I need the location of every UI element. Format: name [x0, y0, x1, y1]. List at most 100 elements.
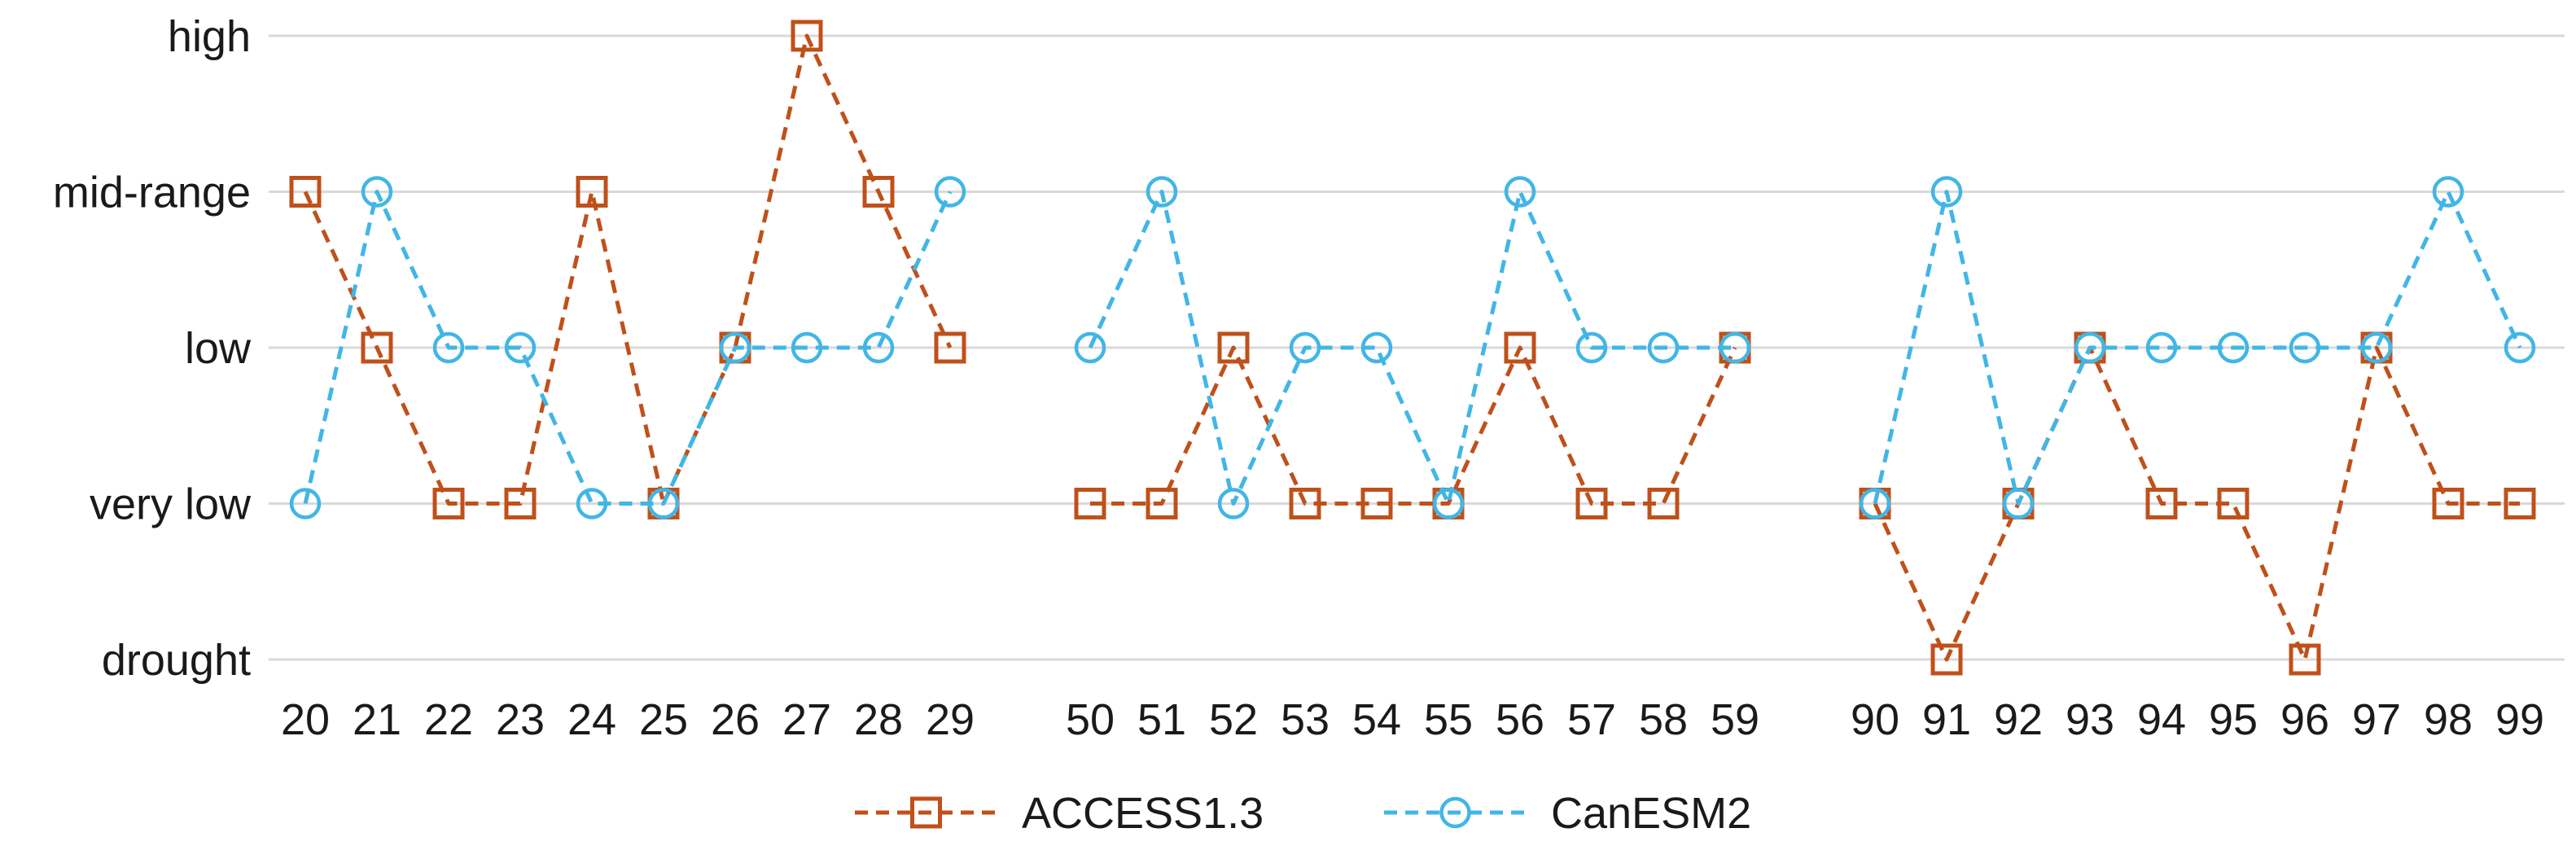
data-point-square [791, 20, 823, 52]
data-point-square [2145, 488, 2178, 519]
data-point-square [504, 488, 537, 519]
data-point-square [1146, 488, 1178, 519]
data-point-square [862, 176, 895, 208]
x-tick-label: 55 [1424, 695, 1473, 744]
x-tick-label: 27 [782, 695, 831, 744]
data-point-circle [1504, 176, 1536, 208]
data-point-circle [1859, 488, 1891, 519]
data-point-circle [934, 176, 966, 208]
x-tick-label: 52 [1209, 695, 1258, 744]
data-point-circle [719, 331, 751, 364]
x-tick-label: 96 [2280, 695, 2329, 744]
y-tick-label: low [185, 324, 252, 373]
data-point-square [1217, 331, 1250, 364]
data-point-circle [2002, 488, 2035, 519]
x-tick-label: 59 [1711, 695, 1759, 744]
x-tick-label: 28 [854, 695, 903, 744]
data-point-circle [2360, 331, 2393, 364]
data-point-circle [791, 331, 823, 364]
x-tick-label: 92 [1994, 695, 2043, 744]
x-tick-label: 99 [2495, 695, 2544, 744]
x-tick-label: 56 [1496, 695, 1544, 744]
legend-marker [910, 796, 942, 829]
x-axis-tick-labels: 20 21 22 23 24 25 26 27 28 29 50 51 52 53 54 55 56 57 58 59… [281, 695, 2544, 744]
data-point-circle [862, 331, 895, 364]
series-line-segment [303, 190, 953, 506]
data-point-square [1647, 488, 1680, 519]
series-line-segment [1873, 345, 2520, 662]
x-tick-label: 21 [353, 695, 401, 744]
data-point-circle [2504, 331, 2536, 364]
series-line-segment [1873, 190, 2522, 506]
x-tick-label: 29 [926, 695, 975, 744]
data-point-square [361, 331, 393, 364]
data-point-circle [1146, 176, 1178, 208]
data-point-circle [576, 488, 608, 519]
legend-item-access1-3: ACCESS1.3 [855, 789, 1264, 838]
data-point-circle [1360, 331, 1393, 364]
x-tick-label: 97 [2352, 695, 2401, 744]
data-point-square [576, 176, 608, 208]
data-point-circle [2074, 331, 2106, 364]
x-tick-label: 22 [424, 695, 473, 744]
data-point-circle [289, 488, 322, 519]
data-point-circle [2145, 331, 2178, 364]
data-point-square [1575, 488, 1608, 519]
data-point-square [1360, 488, 1393, 519]
legend-marker [1439, 796, 1471, 829]
data-point-square [432, 488, 465, 519]
data-point-circle [1647, 331, 1680, 364]
x-tick-label: 95 [2209, 695, 2258, 744]
data-point-square [1289, 488, 1321, 519]
data-point-circle [2432, 176, 2464, 208]
y-axis-tick-labels: drought very low low mid-range high [53, 12, 252, 685]
series-line-segment [1090, 345, 1737, 506]
legend-item-canesm2: CanESM2 [1384, 789, 1751, 838]
x-tick-label: 53 [1281, 695, 1330, 744]
data-point-circle [504, 331, 537, 364]
data-point-square [934, 331, 966, 364]
x-tick-label: 91 [1922, 695, 1971, 744]
data-point-circle [1719, 331, 1751, 364]
x-tick-label: 25 [639, 695, 688, 744]
series-canesm2 [289, 176, 2536, 519]
x-tick-label: 54 [1352, 695, 1401, 744]
legend-label: ACCESS1.3 [1022, 789, 1264, 838]
data-point-square [2217, 488, 2250, 519]
x-tick-label: 98 [2424, 695, 2473, 744]
data-point-circle [1074, 331, 1106, 364]
data-point-circle [361, 176, 393, 208]
data-point-square [289, 176, 322, 208]
data-point-square [2289, 643, 2321, 676]
x-tick-label: 50 [1066, 695, 1115, 744]
data-point-square [1074, 488, 1106, 519]
x-tick-label: 94 [2137, 695, 2186, 744]
data-point-square [1504, 331, 1536, 364]
series-line-segment [303, 33, 953, 506]
data-point-circle [2289, 331, 2321, 364]
data-point-circle [432, 331, 465, 364]
x-tick-label: 51 [1137, 695, 1186, 744]
y-tick-label: drought [102, 636, 251, 685]
x-tick-label: 57 [1567, 695, 1616, 744]
y-tick-label: mid-range [53, 169, 251, 217]
x-tick-label: 93 [2066, 695, 2114, 744]
data-point-circle [1432, 488, 1465, 519]
data-point-square [2504, 488, 2536, 519]
x-tick-label: 26 [711, 695, 760, 744]
data-point-circle [647, 488, 680, 519]
series-lines [289, 20, 2536, 676]
legend: ACCESS1.3 CanESM2 [855, 789, 1751, 838]
data-point-circle [1575, 331, 1608, 364]
data-point-square [2432, 488, 2464, 519]
x-tick-label: 24 [567, 695, 616, 744]
data-point-circle [2217, 331, 2250, 364]
x-tick-label: 58 [1639, 695, 1688, 744]
x-tick-label: 90 [1851, 695, 1899, 744]
data-point-square [1930, 643, 1963, 676]
data-point-circle [1217, 488, 1250, 519]
y-tick-label: very low [90, 480, 252, 529]
legend-label: CanESM2 [1551, 789, 1751, 838]
x-tick-label: 23 [496, 695, 545, 744]
